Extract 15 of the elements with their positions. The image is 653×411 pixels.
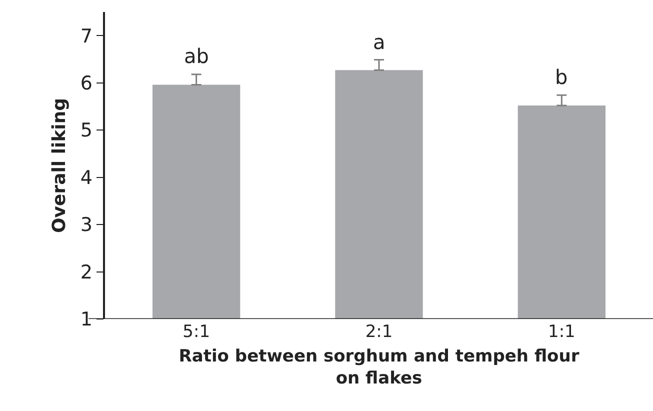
annotation: a [373, 30, 386, 54]
x-tick-label: 5:1 [182, 322, 210, 342]
y-tick-label: 7 [80, 25, 92, 48]
x-tick-label: 2:1 [365, 322, 393, 342]
y-tick-label: 3 [80, 214, 92, 236]
y-tick-label: 4 [80, 166, 92, 189]
y-axis-title: Overall liking [49, 98, 70, 234]
y-tick-label: 5 [80, 120, 92, 142]
y-tick-label: 6 [80, 72, 92, 94]
y-tick-label: 1 [80, 308, 92, 331]
x-tick-label: 1:1 [548, 322, 576, 342]
annotation: b [555, 65, 568, 89]
y-tick-label: 2 [80, 261, 92, 284]
annotation: ab [184, 44, 209, 68]
x-axis-title: Ratio between sorghum and tempeh flour on flakes [178, 346, 580, 388]
